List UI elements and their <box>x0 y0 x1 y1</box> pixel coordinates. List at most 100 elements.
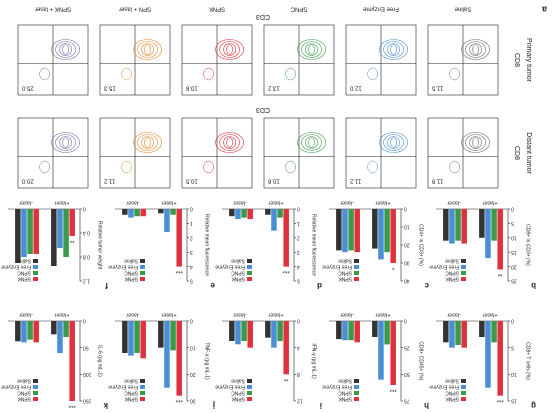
y-tick-label: 40 <box>404 278 410 284</box>
y-tick-label: 0 <box>404 318 407 324</box>
bar <box>384 209 390 253</box>
significance: *** <box>175 396 183 402</box>
contour <box>469 136 482 149</box>
contour <box>465 134 486 151</box>
bar <box>57 321 63 353</box>
legend-label: Free Enzyme <box>215 264 245 270</box>
bar <box>449 321 455 348</box>
contour <box>465 41 486 58</box>
legend-swatch <box>354 265 359 269</box>
y-tick-label: 20 <box>404 242 410 248</box>
legend-swatch <box>354 385 359 389</box>
legend-label: SPNK <box>231 396 245 402</box>
x-tick-label: -laser <box>233 200 247 206</box>
bar <box>235 321 241 345</box>
chart-label: h <box>424 401 429 410</box>
legend-label: Free Enzyme <box>1 384 31 390</box>
bar <box>27 321 33 340</box>
contour <box>301 134 322 151</box>
y-tick-label: 1.2 <box>83 278 90 284</box>
legend-label: SPNK <box>17 396 31 402</box>
bar <box>378 321 384 380</box>
contour <box>449 160 460 174</box>
legend-swatch <box>354 277 359 281</box>
y-axis-label: IL-6 (pg mL-1) <box>97 345 103 377</box>
bar <box>134 321 140 353</box>
bar <box>140 209 146 217</box>
significance: ** <box>283 375 288 381</box>
legend-label: Free Enzyme <box>108 264 138 270</box>
legend-label: Free Enzyme <box>322 264 352 270</box>
contour <box>461 39 490 60</box>
contour <box>39 67 50 81</box>
bar <box>247 209 253 220</box>
contour <box>203 160 214 174</box>
bar <box>384 321 390 345</box>
contour <box>55 134 76 151</box>
bar <box>63 321 69 337</box>
chart-label: e <box>210 281 215 290</box>
y-tick-label: 75 <box>404 398 410 404</box>
contour <box>297 132 326 153</box>
contour <box>472 44 479 55</box>
bar <box>497 209 503 270</box>
contour <box>367 67 378 81</box>
contour <box>219 134 240 151</box>
significance: ** <box>69 236 74 242</box>
bar <box>485 209 491 258</box>
bar <box>348 209 354 251</box>
contour <box>390 137 397 148</box>
legend-swatch <box>354 271 359 275</box>
bar <box>21 321 27 343</box>
legend-swatch <box>354 379 359 383</box>
legend-label: SPNK <box>124 396 138 402</box>
legend-label: SPNC <box>231 270 245 276</box>
legend-label: Saline <box>124 378 138 384</box>
contour <box>305 136 318 149</box>
x-tick-label: +laser <box>268 312 283 318</box>
y-tick-label: 10 <box>404 224 410 230</box>
legend-swatch <box>140 265 145 269</box>
y-tick-label: 0 <box>297 318 300 324</box>
x-tick-label: +laser <box>54 312 69 318</box>
bar <box>354 321 360 343</box>
legend-label: SPNC <box>338 390 352 396</box>
legend-swatch <box>461 397 466 401</box>
bar <box>277 209 283 218</box>
y-tick-label: 10 <box>190 344 196 350</box>
panel-label: a <box>541 5 547 15</box>
chart-label: g <box>531 401 536 410</box>
bar <box>241 321 247 341</box>
bar <box>134 209 140 217</box>
contour <box>285 160 296 174</box>
legend-label: Free Enzyme <box>108 384 138 390</box>
y-tick-label: 5 <box>297 278 300 284</box>
legend-label: Saline <box>124 258 138 264</box>
y-axis-label: CD8+ in CD3+ (%) <box>525 224 531 266</box>
contour <box>141 43 154 56</box>
significance: *** <box>282 267 290 273</box>
contour <box>469 43 482 56</box>
y-tick-label: 100 <box>83 371 92 377</box>
x-tick-label: +laser <box>375 312 390 318</box>
bar <box>128 321 134 356</box>
contour <box>461 132 490 153</box>
quadrant-value: 13.2 <box>267 84 279 90</box>
contour <box>387 43 400 56</box>
bar <box>342 209 348 253</box>
y-tick-label: 0 <box>297 206 300 212</box>
contour <box>390 44 397 55</box>
y-tick-label: 10 <box>511 234 517 240</box>
bar <box>158 209 164 214</box>
legend-label: SPNK <box>338 396 352 402</box>
legend-swatch <box>247 391 252 395</box>
significance: *** <box>496 396 504 402</box>
legend-label: SPNK <box>231 276 245 282</box>
contour <box>383 41 404 58</box>
legend-label: SPNC <box>124 390 138 396</box>
legend-swatch <box>461 265 466 269</box>
x-axis-label: CD3 <box>256 106 270 113</box>
legend-swatch <box>247 385 252 389</box>
quadrant-value: 10.8 <box>185 84 197 90</box>
contour <box>39 160 50 174</box>
